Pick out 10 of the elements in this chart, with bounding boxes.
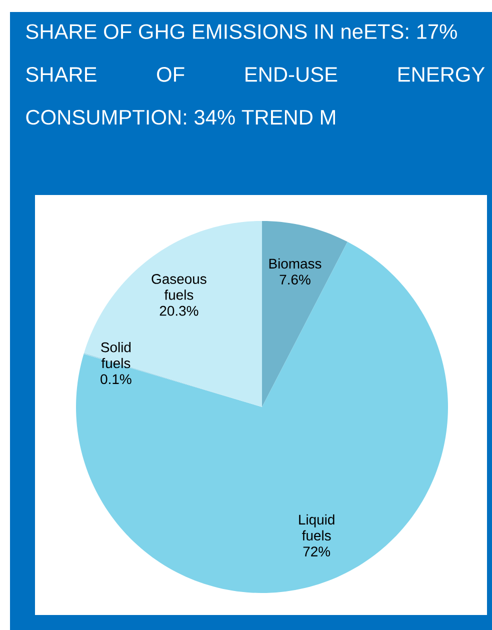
data-label: 72% [303, 546, 330, 556]
slice-label: Biomass [269, 258, 322, 269]
data-label: 20.3% [160, 306, 198, 316]
slice-label: Gaseous fuels [152, 274, 206, 300]
slice-label: Liquid fuels [299, 514, 334, 541]
data-label: 0.1% [100, 374, 132, 384]
text: SHARE OF END-USE ENERGY CONSUMPTION: 34% TREND M [26, 67, 485, 125]
chart-title: SHARE OF GHG EMISSIONS IN neETS: 17% [26, 24, 457, 40]
slice-label: Solid fuels [101, 342, 131, 368]
data-label: 7.6% [280, 274, 310, 285]
